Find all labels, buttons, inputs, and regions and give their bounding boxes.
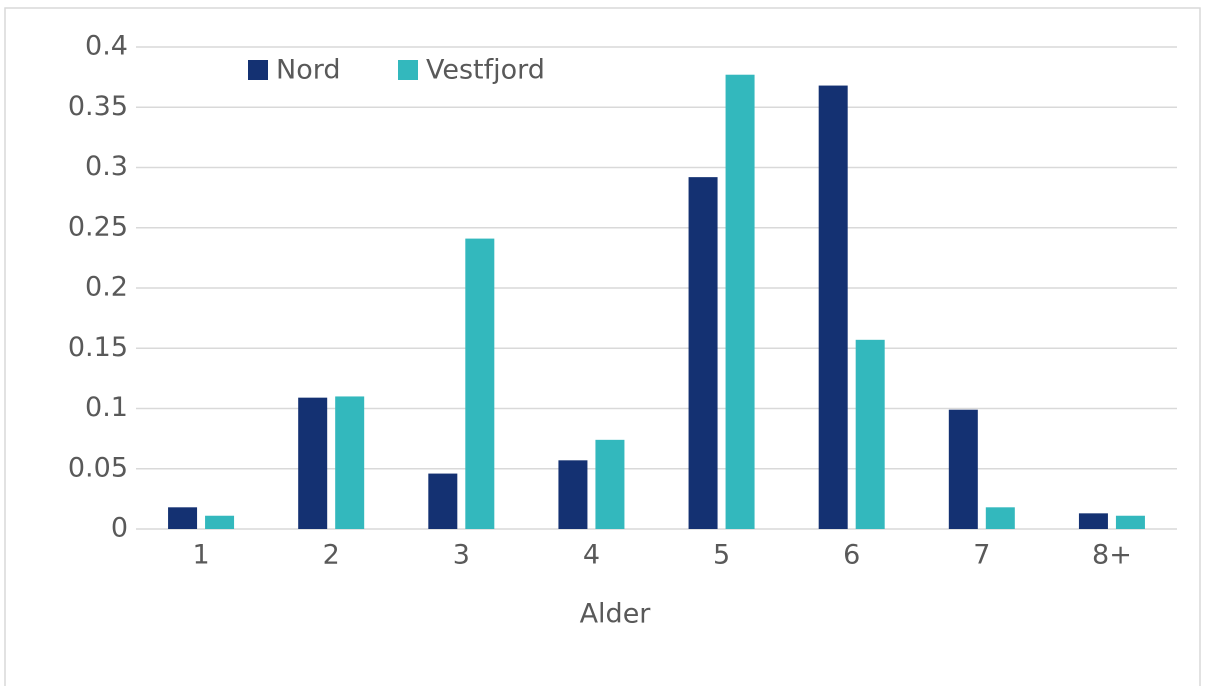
y-tick-label: 0.05 <box>68 452 128 483</box>
bar <box>985 507 1015 529</box>
bar <box>1115 515 1145 529</box>
bar <box>818 85 848 529</box>
y-tick-label: 0 <box>111 513 128 544</box>
bar <box>948 409 978 529</box>
x-tick-label: 1 <box>192 540 209 571</box>
x-axis-label: Alder <box>580 599 652 630</box>
bar <box>428 473 458 529</box>
legend-swatch <box>248 60 268 80</box>
legend-label: Nord <box>276 55 340 86</box>
chart-border <box>4 7 1201 686</box>
bar <box>298 397 328 529</box>
y-tick-label: 0.25 <box>68 211 128 242</box>
x-tick-label: 4 <box>583 540 600 571</box>
x-tick-label: 5 <box>713 540 730 571</box>
y-tick-label: 0.2 <box>85 272 128 303</box>
x-tick-label: 3 <box>453 540 470 571</box>
bar <box>205 515 235 529</box>
y-tick-label: 0.1 <box>85 392 128 423</box>
y-tick-label: 0.4 <box>85 31 128 62</box>
bar <box>725 74 755 529</box>
bar <box>595 439 625 529</box>
legend-label: Vestfjord <box>426 55 545 86</box>
bar <box>558 460 588 529</box>
x-tick-label: 8+ <box>1092 540 1132 571</box>
y-tick-label: 0.15 <box>68 332 128 363</box>
bar <box>168 507 198 529</box>
y-tick-label: 0.35 <box>68 91 128 122</box>
x-tick-label: 7 <box>973 540 990 571</box>
x-tick-label: 6 <box>843 540 860 571</box>
bar <box>465 238 495 529</box>
x-tick-label: 2 <box>323 540 340 571</box>
bar <box>335 396 365 529</box>
legend-swatch <box>398 60 418 80</box>
bar <box>688 177 718 529</box>
bar <box>1078 513 1108 529</box>
y-tick-label: 0.3 <box>85 151 128 182</box>
bar <box>855 339 885 529</box>
